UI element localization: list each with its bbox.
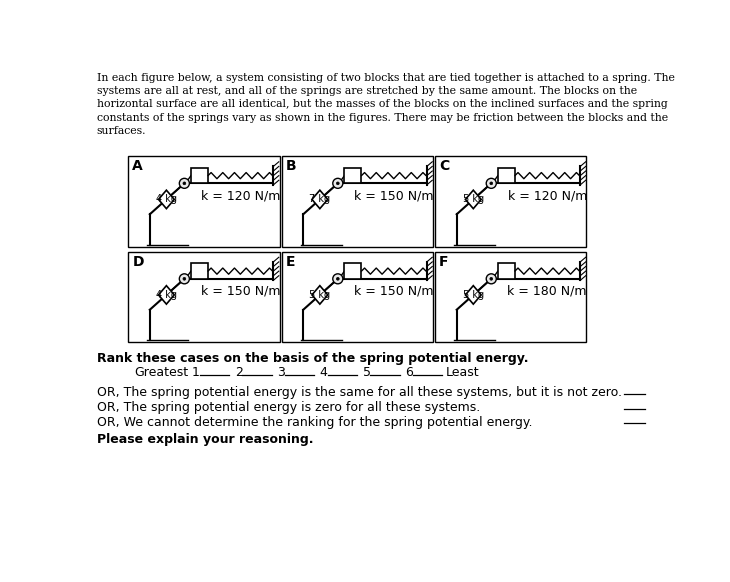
Polygon shape bbox=[158, 190, 174, 209]
Text: k = 150 N/m: k = 150 N/m bbox=[201, 285, 280, 298]
Bar bbox=[191, 168, 208, 183]
Text: In each figure below, a system consisting of two blocks that are tied together i: In each figure below, a system consistin… bbox=[96, 73, 675, 136]
Circle shape bbox=[183, 182, 185, 184]
Text: 7 kg: 7 kg bbox=[310, 194, 331, 204]
Polygon shape bbox=[312, 286, 328, 304]
Text: 5 kg: 5 kg bbox=[310, 290, 331, 300]
Bar bbox=[498, 168, 515, 183]
Circle shape bbox=[490, 278, 493, 280]
Bar bbox=[191, 264, 208, 279]
Bar bbox=[345, 264, 361, 279]
Circle shape bbox=[490, 182, 493, 184]
Text: 2: 2 bbox=[234, 366, 242, 379]
Text: 5 kg: 5 kg bbox=[463, 290, 484, 300]
Text: k = 150 N/m: k = 150 N/m bbox=[354, 190, 434, 203]
Text: Least: Least bbox=[446, 366, 480, 379]
Text: k = 150 N/m: k = 150 N/m bbox=[354, 285, 434, 298]
Text: k = 180 N/m: k = 180 N/m bbox=[507, 285, 587, 298]
Polygon shape bbox=[466, 190, 481, 209]
Polygon shape bbox=[158, 286, 174, 304]
Bar bbox=[128, 156, 280, 247]
Circle shape bbox=[180, 178, 189, 189]
Text: 4 kg: 4 kg bbox=[156, 194, 177, 204]
Circle shape bbox=[337, 278, 339, 280]
Text: Rank these cases on the basis of the spring potential energy.: Rank these cases on the basis of the spr… bbox=[96, 352, 529, 365]
Circle shape bbox=[183, 278, 185, 280]
Bar bbox=[435, 156, 586, 247]
Bar bbox=[282, 156, 433, 247]
Text: Please explain your reasoning.: Please explain your reasoning. bbox=[96, 433, 313, 446]
Text: k = 120 N/m: k = 120 N/m bbox=[201, 190, 280, 203]
Bar bbox=[128, 251, 280, 342]
Circle shape bbox=[180, 274, 189, 284]
Bar bbox=[345, 168, 361, 183]
Text: B: B bbox=[285, 159, 296, 173]
Text: 4: 4 bbox=[320, 366, 328, 379]
Text: E: E bbox=[285, 255, 295, 269]
Text: k = 120 N/m: k = 120 N/m bbox=[507, 190, 587, 203]
Text: OR, The spring potential energy is zero for all these systems.: OR, The spring potential energy is zero … bbox=[96, 401, 480, 414]
Bar bbox=[435, 251, 586, 342]
Text: 1: 1 bbox=[192, 366, 200, 379]
Polygon shape bbox=[466, 286, 481, 304]
Circle shape bbox=[486, 178, 496, 189]
Text: 5 kg: 5 kg bbox=[463, 194, 484, 204]
Text: F: F bbox=[439, 255, 449, 269]
Text: 4 kg: 4 kg bbox=[156, 290, 177, 300]
Circle shape bbox=[486, 274, 496, 284]
Bar bbox=[282, 251, 433, 342]
Circle shape bbox=[333, 274, 343, 284]
Text: Greatest: Greatest bbox=[134, 366, 188, 379]
Text: OR, The spring potential energy is the same for all these systems, but it is not: OR, The spring potential energy is the s… bbox=[96, 386, 622, 399]
Circle shape bbox=[333, 178, 343, 189]
Text: D: D bbox=[132, 255, 144, 269]
Circle shape bbox=[337, 182, 339, 184]
Bar bbox=[498, 264, 515, 279]
Text: A: A bbox=[132, 159, 143, 173]
Polygon shape bbox=[312, 190, 328, 209]
Text: 6: 6 bbox=[405, 366, 413, 379]
Text: 3: 3 bbox=[277, 366, 285, 379]
Text: C: C bbox=[439, 159, 450, 173]
Text: OR, We cannot determine the ranking for the spring potential energy.: OR, We cannot determine the ranking for … bbox=[96, 416, 532, 428]
Text: 5: 5 bbox=[363, 366, 371, 379]
